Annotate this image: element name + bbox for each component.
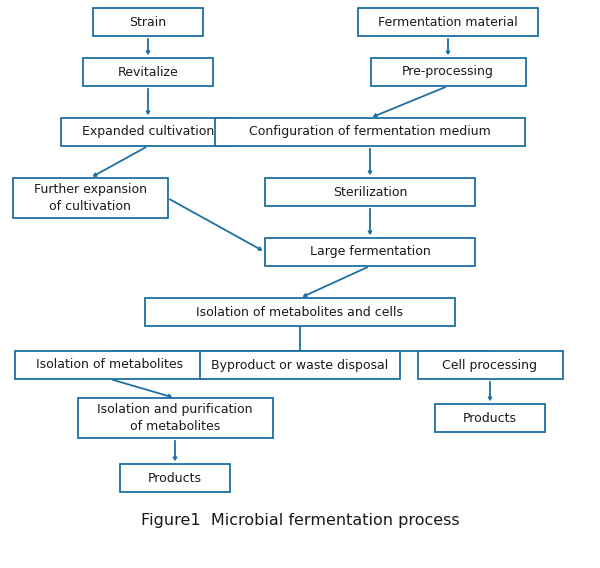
Bar	[435, 404, 545, 432]
Bar	[215, 118, 525, 146]
Bar	[200, 351, 400, 379]
Bar	[120, 464, 230, 492]
Text: Fermentation material: Fermentation material	[378, 15, 518, 28]
Text: Figure1  Microbial fermentation process: Figure1 Microbial fermentation process	[140, 512, 460, 528]
Bar	[265, 238, 475, 266]
Bar	[93, 8, 203, 36]
Text: Configuration of fermentation medium: Configuration of fermentation medium	[249, 126, 491, 139]
Bar	[418, 351, 563, 379]
Bar	[371, 58, 526, 86]
Bar	[358, 8, 538, 36]
Text: Isolation and purification
of metabolites: Isolation and purification of metabolite…	[97, 403, 253, 433]
Text: Large fermentation: Large fermentation	[310, 245, 430, 258]
Text: Products: Products	[148, 471, 202, 485]
Text: Further expansion
of cultivation: Further expansion of cultivation	[34, 183, 146, 213]
Text: Revitalize: Revitalize	[118, 65, 178, 78]
Text: Cell processing: Cell processing	[443, 358, 538, 371]
Text: Isolation of metabolites: Isolation of metabolites	[37, 358, 184, 371]
Text: Strain: Strain	[130, 15, 167, 28]
Bar	[77, 398, 272, 438]
Bar	[15, 351, 205, 379]
Text: Byproduct or waste disposal: Byproduct or waste disposal	[211, 358, 389, 371]
Bar	[265, 178, 475, 206]
Text: Pre-processing: Pre-processing	[402, 65, 494, 78]
Text: Expanded cultivation: Expanded cultivation	[82, 126, 214, 139]
Bar	[13, 178, 167, 218]
Text: Products: Products	[463, 411, 517, 424]
Bar	[145, 298, 455, 326]
Text: Isolation of metabolites and cells: Isolation of metabolites and cells	[197, 306, 404, 319]
Bar	[83, 58, 213, 86]
Text: Sterilization: Sterilization	[333, 186, 407, 198]
Bar	[61, 118, 235, 146]
